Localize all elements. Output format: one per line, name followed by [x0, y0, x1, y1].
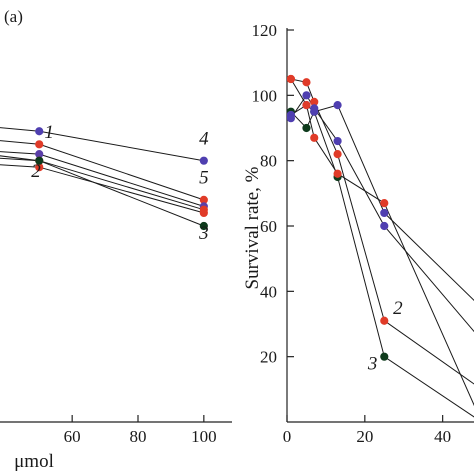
- plot-area: [0, 127, 208, 231]
- x-tick-label: 60: [64, 427, 81, 446]
- y-axis-title: Survival rate, %: [242, 166, 263, 289]
- data-point: [302, 101, 311, 110]
- y-tick-label: 60: [260, 217, 277, 236]
- series-line: [0, 155, 204, 227]
- series-line: [290, 110, 474, 418]
- data-point: [333, 169, 342, 178]
- data-point: [333, 150, 342, 159]
- x-tick-label: 0: [283, 427, 292, 446]
- data-point: [35, 156, 44, 165]
- data-point: [35, 140, 44, 149]
- series-label: 1: [44, 122, 54, 143]
- data-point: [333, 136, 342, 146]
- data-point: [380, 221, 389, 231]
- data-point: [302, 91, 311, 100]
- x-tick-label: 20: [356, 427, 373, 446]
- series-label: 3: [367, 354, 378, 375]
- y-tick-label: 120: [252, 21, 278, 40]
- right-panel: 0 20 40 20 40 60 80 100 120 Survival rate, % 2 3: [242, 21, 474, 446]
- data-point: [35, 127, 44, 136]
- y-tick-label: 20: [260, 348, 277, 367]
- panel-tag: (a): [4, 7, 23, 26]
- x-axis-title: μmol: [14, 451, 54, 472]
- x-tick-label: 100: [191, 427, 217, 446]
- x-tick-label: 80: [130, 427, 147, 446]
- y-tick-label: 80: [260, 152, 277, 171]
- data-point: [302, 78, 311, 87]
- plot-area: [287, 74, 474, 418]
- data-point: [310, 104, 319, 113]
- y-tick-label: 40: [260, 282, 277, 301]
- y-tick-label: 100: [252, 86, 278, 105]
- data-point: [380, 316, 389, 325]
- data-point: [287, 74, 295, 84]
- left-panel: 60 80 100 μmol 4 1 5 2 3: [0, 122, 232, 472]
- x-tick-label: 40: [434, 427, 451, 446]
- series-label: 2: [31, 161, 41, 182]
- data-point: [302, 123, 311, 133]
- series-label: 4: [199, 128, 209, 149]
- data-point: [380, 208, 389, 218]
- data-point: [333, 101, 342, 110]
- data-point: [287, 114, 295, 123]
- series-label: 3: [198, 223, 209, 244]
- data-point: [199, 156, 208, 165]
- series-line: [0, 127, 204, 162]
- data-point: [310, 133, 319, 142]
- series-line: [290, 94, 474, 333]
- series-label: 5: [199, 168, 209, 189]
- data-point: [199, 208, 208, 218]
- data-point: [380, 199, 389, 208]
- series-line: [290, 78, 474, 407]
- data-point: [380, 352, 389, 361]
- series-label: 2: [393, 298, 403, 319]
- data-point: [199, 221, 208, 231]
